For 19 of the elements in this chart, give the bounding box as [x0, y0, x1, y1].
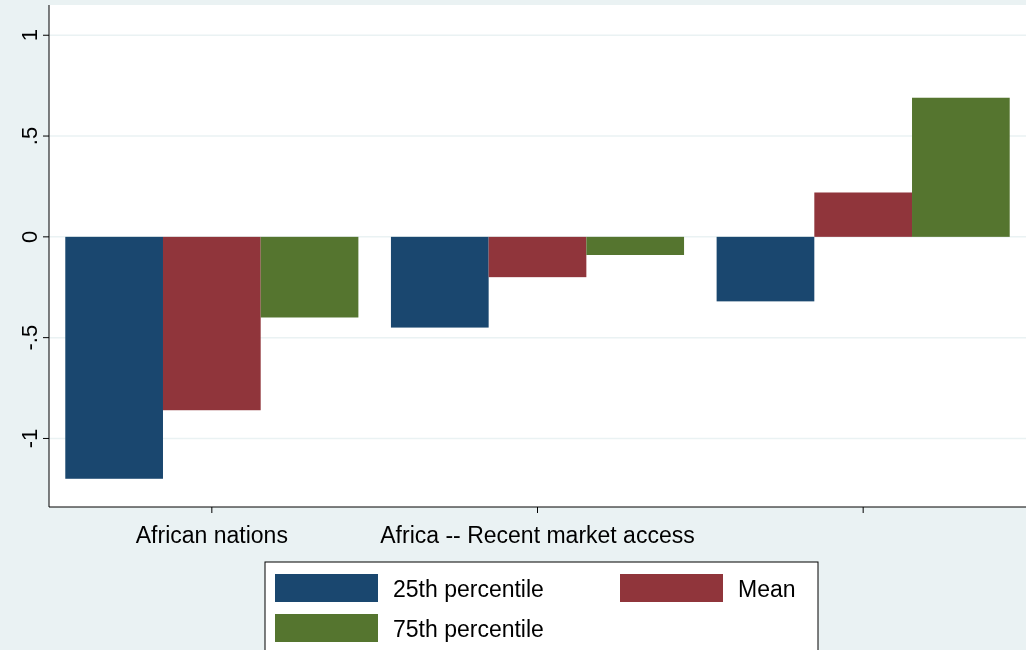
legend-label: 25th percentile	[393, 576, 544, 602]
legend-label: 75th percentile	[393, 616, 544, 642]
bar	[260, 236, 359, 318]
y-tick-label: -1	[17, 428, 42, 449]
legend-label: Mean	[738, 576, 796, 602]
x-tick-label: African nations	[135, 522, 288, 548]
bar	[65, 236, 163, 479]
bar	[390, 236, 489, 328]
y-tick-label: 1	[17, 29, 42, 42]
bar	[586, 236, 685, 255]
y-tick-label: -.5	[17, 324, 42, 351]
y-tick-label: .5	[17, 126, 42, 146]
bar	[814, 192, 913, 237]
bar	[912, 97, 1010, 237]
bar	[162, 236, 261, 411]
bar	[488, 236, 587, 278]
y-tick-label: 0	[17, 230, 42, 243]
x-tick-label: Africa -- Recent market access	[380, 522, 695, 548]
bar	[716, 236, 815, 302]
